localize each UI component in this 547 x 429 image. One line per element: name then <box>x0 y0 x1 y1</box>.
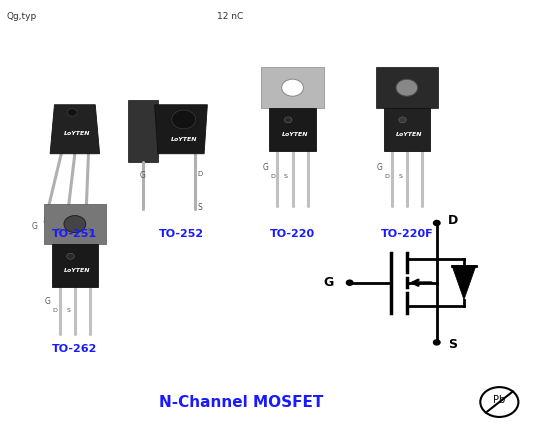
Circle shape <box>282 79 304 96</box>
Text: G: G <box>45 297 51 306</box>
Polygon shape <box>50 105 100 154</box>
Polygon shape <box>128 100 158 162</box>
Text: LoYTEN: LoYTEN <box>64 131 90 136</box>
Text: D: D <box>385 174 389 178</box>
Text: G: G <box>139 171 146 180</box>
Text: G: G <box>377 163 383 172</box>
Text: S: S <box>197 203 202 212</box>
Text: D: D <box>270 174 275 178</box>
Circle shape <box>434 340 440 345</box>
Text: S: S <box>66 308 70 313</box>
Polygon shape <box>155 105 207 154</box>
Polygon shape <box>261 67 324 108</box>
Polygon shape <box>452 266 476 300</box>
Circle shape <box>284 117 292 123</box>
Text: D: D <box>56 228 61 234</box>
Circle shape <box>434 221 440 226</box>
Text: N-Channel MOSFET: N-Channel MOSFET <box>159 395 323 410</box>
Circle shape <box>396 79 418 96</box>
Text: TO-252: TO-252 <box>159 229 203 239</box>
Text: TO-220F: TO-220F <box>381 229 433 239</box>
Text: S: S <box>447 338 457 351</box>
Text: TO-220: TO-220 <box>270 229 315 239</box>
Text: G: G <box>31 222 37 231</box>
Text: Qg,typ: Qg,typ <box>7 12 37 21</box>
Circle shape <box>67 109 77 116</box>
Text: G: G <box>323 276 333 289</box>
Text: S: S <box>284 174 288 178</box>
Text: S: S <box>87 228 91 234</box>
Polygon shape <box>44 204 106 245</box>
Text: S: S <box>398 174 402 178</box>
Circle shape <box>399 117 406 123</box>
Text: LoYTEN: LoYTEN <box>65 268 91 273</box>
Text: Pb: Pb <box>493 396 505 405</box>
Polygon shape <box>383 108 430 151</box>
Text: LoYTEN: LoYTEN <box>282 132 309 137</box>
Polygon shape <box>270 108 316 151</box>
Circle shape <box>67 253 74 259</box>
Text: G: G <box>263 163 269 172</box>
Text: 12 nC: 12 nC <box>217 12 243 21</box>
Polygon shape <box>376 67 438 108</box>
Circle shape <box>346 280 353 285</box>
Text: TO-251: TO-251 <box>53 229 97 239</box>
Text: D: D <box>197 171 202 177</box>
Text: TO-262: TO-262 <box>52 344 97 354</box>
Text: LoYTEN: LoYTEN <box>397 132 423 137</box>
Circle shape <box>480 387 519 417</box>
Circle shape <box>172 110 196 129</box>
Text: D: D <box>53 308 57 313</box>
Text: LoYTEN: LoYTEN <box>171 136 197 142</box>
Polygon shape <box>52 245 98 287</box>
Text: D: D <box>447 214 458 227</box>
Circle shape <box>64 215 86 233</box>
